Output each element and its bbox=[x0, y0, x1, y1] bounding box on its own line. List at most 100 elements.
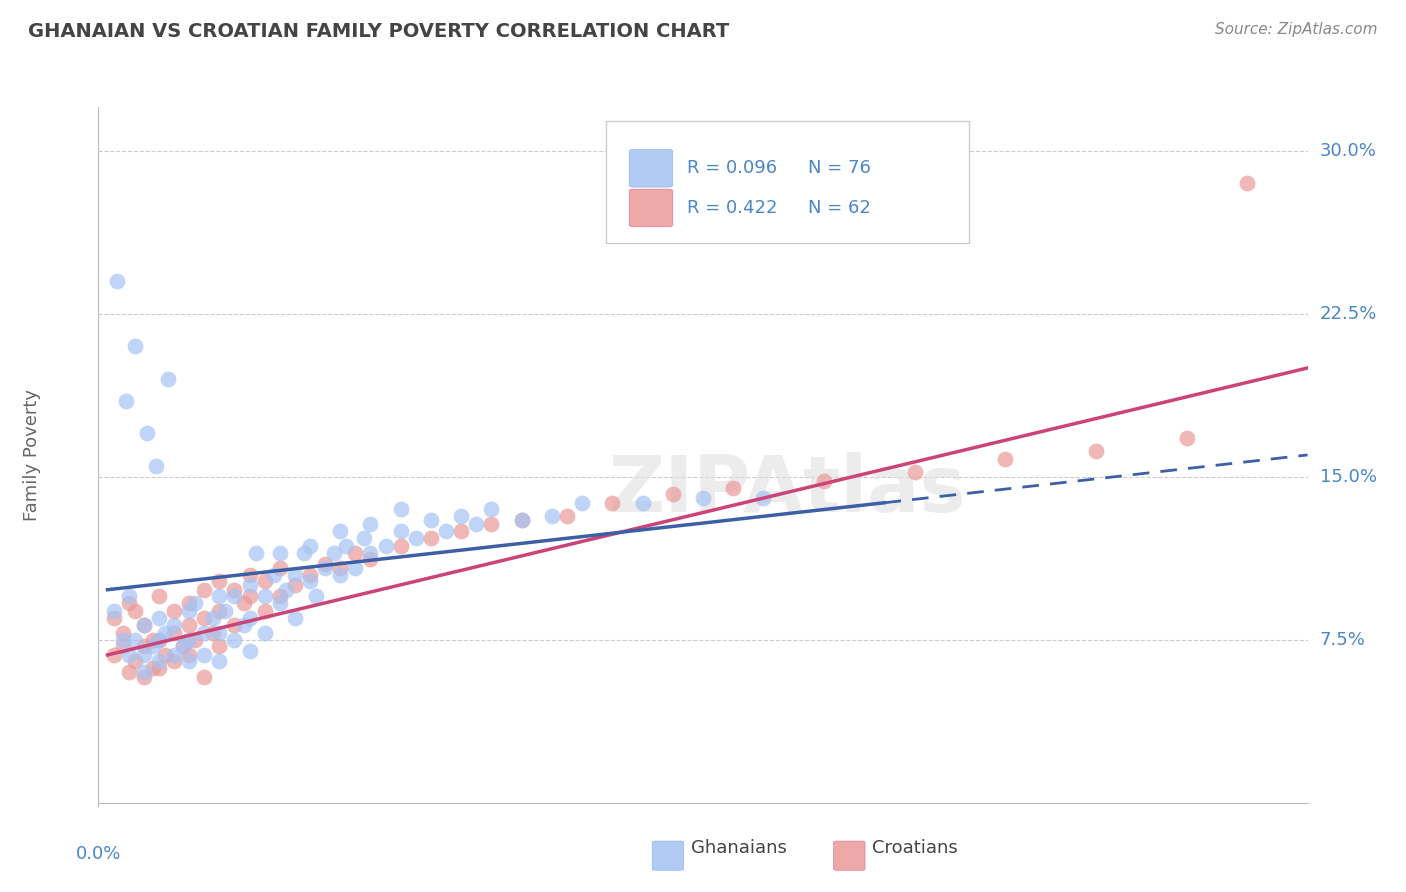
Point bbox=[132, 617, 155, 632]
Point bbox=[329, 524, 352, 538]
Point bbox=[111, 626, 134, 640]
Point bbox=[153, 648, 176, 662]
Text: R = 0.422: R = 0.422 bbox=[688, 199, 778, 217]
Point bbox=[253, 605, 276, 619]
Point bbox=[124, 632, 146, 647]
Text: Source: ZipAtlas.com: Source: ZipAtlas.com bbox=[1215, 22, 1378, 37]
Point bbox=[752, 491, 775, 506]
Point bbox=[177, 596, 201, 610]
Text: GHANAIAN VS CROATIAN FAMILY POVERTY CORRELATION CHART: GHANAIAN VS CROATIAN FAMILY POVERTY CORR… bbox=[28, 22, 730, 41]
Point bbox=[419, 513, 441, 527]
Point bbox=[239, 611, 262, 625]
Point bbox=[124, 605, 146, 619]
Point bbox=[344, 546, 367, 560]
Point bbox=[208, 639, 231, 653]
Point bbox=[163, 655, 186, 669]
Point bbox=[124, 655, 146, 669]
Point bbox=[224, 617, 246, 632]
Point bbox=[142, 661, 165, 675]
Point bbox=[132, 670, 155, 684]
Point bbox=[299, 539, 322, 553]
Point bbox=[177, 605, 201, 619]
Point bbox=[193, 626, 215, 640]
Point bbox=[510, 513, 533, 527]
Point bbox=[163, 648, 186, 662]
Text: 0.0%: 0.0% bbox=[76, 845, 121, 863]
Text: 7.5%: 7.5% bbox=[1320, 631, 1365, 648]
Point bbox=[465, 517, 488, 532]
Text: Family Poverty: Family Poverty bbox=[22, 389, 41, 521]
Point bbox=[450, 524, 472, 538]
Text: N = 62: N = 62 bbox=[808, 199, 872, 217]
Point bbox=[177, 648, 201, 662]
Point bbox=[284, 611, 307, 625]
Point bbox=[148, 611, 170, 625]
Point bbox=[114, 393, 136, 408]
Point bbox=[163, 605, 186, 619]
Point bbox=[208, 589, 231, 603]
Point bbox=[335, 539, 357, 553]
Point bbox=[299, 567, 322, 582]
Point bbox=[813, 474, 835, 488]
Point bbox=[481, 517, 503, 532]
Point bbox=[389, 524, 412, 538]
Point bbox=[118, 665, 141, 680]
Point bbox=[904, 466, 927, 480]
Point bbox=[232, 596, 254, 610]
Point bbox=[142, 639, 165, 653]
Point bbox=[202, 611, 225, 625]
Point bbox=[103, 648, 125, 662]
Point bbox=[208, 655, 231, 669]
Point bbox=[132, 639, 155, 653]
Point bbox=[224, 632, 246, 647]
Point bbox=[208, 626, 231, 640]
Point bbox=[177, 617, 201, 632]
Point bbox=[177, 655, 201, 669]
Point bbox=[269, 589, 291, 603]
Point bbox=[184, 632, 207, 647]
Point bbox=[692, 491, 714, 506]
Text: 22.5%: 22.5% bbox=[1320, 304, 1376, 323]
Point bbox=[1085, 443, 1108, 458]
Text: N = 76: N = 76 bbox=[808, 160, 872, 178]
Point bbox=[184, 596, 207, 610]
Point bbox=[274, 582, 297, 597]
Point bbox=[132, 665, 155, 680]
Point bbox=[1236, 176, 1258, 190]
Point bbox=[156, 372, 179, 386]
Text: ZIPAtlas: ZIPAtlas bbox=[609, 451, 966, 528]
FancyBboxPatch shape bbox=[630, 189, 672, 227]
Point bbox=[284, 578, 307, 592]
Point bbox=[245, 546, 267, 560]
Point bbox=[602, 496, 624, 510]
Point bbox=[239, 643, 262, 657]
Point bbox=[360, 552, 382, 566]
Point bbox=[105, 274, 128, 288]
Point bbox=[284, 567, 307, 582]
Point bbox=[434, 524, 457, 538]
Point bbox=[103, 605, 125, 619]
Point bbox=[148, 632, 170, 647]
FancyBboxPatch shape bbox=[630, 150, 672, 187]
Point bbox=[631, 496, 654, 510]
Point bbox=[132, 648, 155, 662]
Point bbox=[239, 589, 262, 603]
Point bbox=[148, 589, 170, 603]
Text: 30.0%: 30.0% bbox=[1320, 142, 1376, 160]
Point bbox=[103, 611, 125, 625]
Point bbox=[329, 561, 352, 575]
Point bbox=[208, 605, 231, 619]
Point bbox=[721, 481, 744, 495]
Text: Croatians: Croatians bbox=[872, 839, 957, 857]
Point bbox=[389, 539, 412, 553]
FancyBboxPatch shape bbox=[834, 841, 865, 871]
Point bbox=[193, 648, 215, 662]
Point bbox=[172, 639, 194, 653]
Point bbox=[177, 632, 201, 647]
Point bbox=[118, 648, 141, 662]
Point bbox=[305, 589, 328, 603]
FancyBboxPatch shape bbox=[652, 841, 683, 871]
Point bbox=[344, 561, 367, 575]
Text: R = 0.096: R = 0.096 bbox=[688, 160, 778, 178]
Point bbox=[142, 632, 165, 647]
